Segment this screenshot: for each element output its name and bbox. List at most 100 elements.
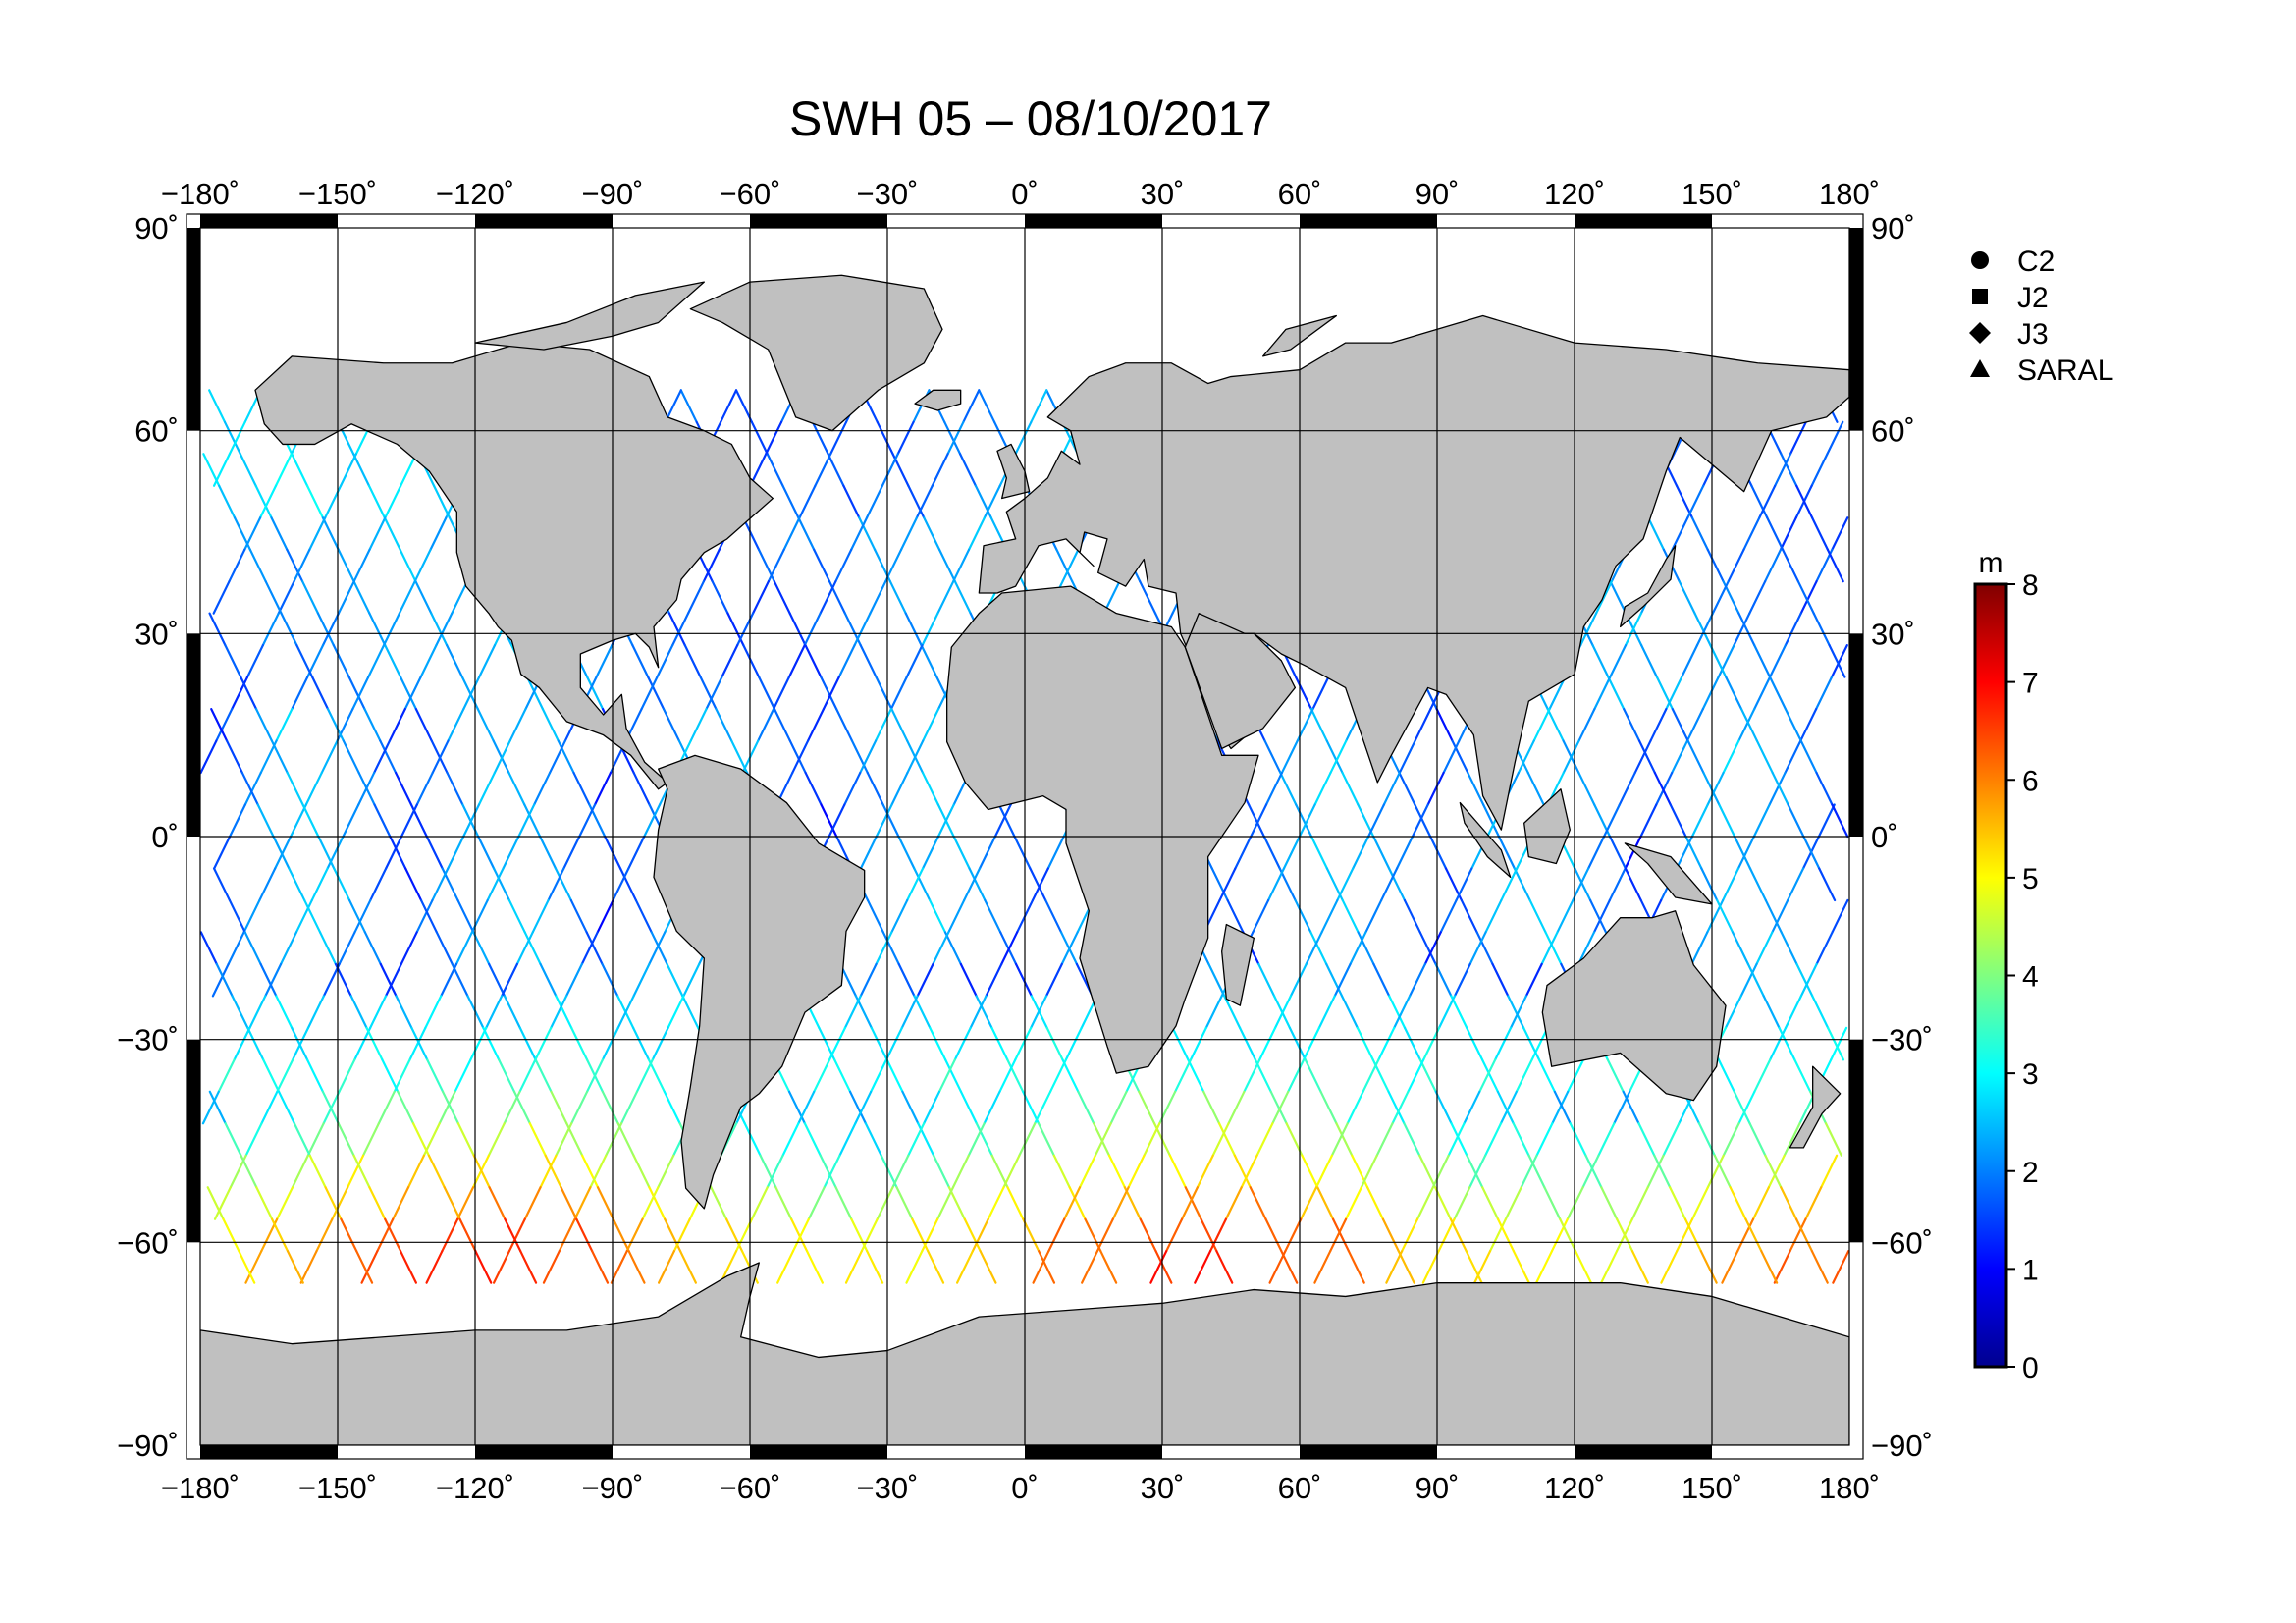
track-segment: [438, 1090, 456, 1125]
track-segment: [1755, 931, 1774, 966]
track-segment: [648, 931, 667, 966]
track-segment: [1418, 1154, 1437, 1189]
track-segment: [1718, 803, 1736, 839]
track-segment: [1722, 867, 1740, 902]
track-segment: [803, 1122, 822, 1157]
track-segment: [1280, 1250, 1299, 1284]
track-segment: [1063, 1186, 1082, 1220]
track-segment: [368, 516, 387, 551]
track-segment: [985, 962, 1003, 998]
track-segment: [896, 420, 915, 456]
track-segment: [885, 1058, 904, 1093]
track-segment: [454, 1058, 472, 1093]
track-segment: [1194, 1250, 1212, 1284]
track-segment: [897, 835, 916, 870]
landmass-north-america: [254, 342, 774, 790]
track-segment: [294, 898, 313, 934]
track-segment: [275, 707, 294, 742]
track-segment: [807, 1186, 826, 1220]
track-segment: [1300, 1186, 1318, 1220]
track-segment: [823, 1154, 841, 1189]
track-segment: [641, 1186, 660, 1220]
track-segment: [231, 995, 249, 1029]
track-segment: [224, 1122, 242, 1157]
track-segment: [388, 707, 406, 742]
track-segment: [963, 1217, 982, 1253]
track-segment: [1784, 739, 1802, 775]
track-segment: [1550, 1217, 1569, 1253]
track-segment: [352, 580, 371, 615]
track-segment: [308, 516, 327, 551]
track-segment: [1513, 867, 1531, 902]
track-segment: [544, 1154, 562, 1189]
track-segment: [1553, 1090, 1572, 1125]
track-segment: [866, 898, 884, 934]
track-segment: [612, 867, 630, 902]
track-segment: [1815, 676, 1834, 711]
track-segment: [1681, 644, 1699, 678]
track-segment: [1706, 771, 1725, 806]
track-segment: [1784, 707, 1802, 742]
track-segment: [1335, 1122, 1354, 1157]
track-segment: [1633, 739, 1652, 775]
track-segment: [625, 1217, 644, 1253]
lon-tick-label: 180˚: [1819, 177, 1880, 211]
track-segment: [1421, 1250, 1440, 1284]
track-segment: [627, 835, 646, 870]
track-segment: [978, 835, 996, 870]
track-segment: [228, 803, 246, 839]
track-segment: [429, 516, 448, 551]
track-segment: [1346, 1090, 1364, 1125]
track-segment: [750, 420, 769, 456]
track-segment: [277, 580, 295, 615]
track-segment: [1768, 644, 1787, 678]
track-segment: [291, 676, 309, 711]
track-segment: [1589, 898, 1608, 934]
track-segment: [369, 995, 388, 1029]
track-segment: [952, 548, 971, 583]
track-segment: [1717, 1058, 1735, 1093]
track-segment: [217, 1058, 236, 1093]
lat-tick-label: 30˚: [1871, 617, 1915, 651]
track-segment: [1030, 995, 1048, 1029]
track-segment: [254, 707, 274, 742]
track-segment: [971, 1217, 989, 1253]
track-segment: [1746, 962, 1765, 998]
track-segment: [321, 1090, 340, 1125]
track-segment: [1630, 1250, 1649, 1284]
track-segment: [929, 898, 947, 934]
track-segment: [478, 644, 497, 678]
track-segment: [936, 1186, 955, 1220]
track-segment: [333, 867, 351, 902]
track-segment: [916, 962, 934, 998]
track-segment: [476, 707, 495, 742]
track-segment: [1184, 1186, 1202, 1220]
track-segment: [834, 548, 853, 583]
track-segment: [1385, 1250, 1404, 1284]
landmass-eurasia: [978, 314, 1849, 831]
track-segment: [1208, 1217, 1228, 1253]
track-segment: [1423, 931, 1442, 966]
track-segment: [384, 484, 402, 519]
track-segment: [647, 676, 666, 711]
track-segment: [859, 835, 878, 870]
lon-tick-label: −180˚: [161, 177, 240, 211]
track-segment: [487, 1122, 506, 1157]
track-segment: [1512, 1250, 1530, 1284]
track-segment: [967, 516, 986, 551]
track-segment: [1827, 1026, 1845, 1061]
track-segment: [1751, 1186, 1770, 1220]
track-segment: [837, 644, 856, 678]
track-segment: [1262, 835, 1281, 870]
track-segment: [838, 1122, 857, 1157]
track-segment: [1815, 771, 1834, 806]
track-segment: [895, 1186, 914, 1220]
track-segment: [425, 1250, 444, 1284]
track-segment: [384, 1217, 402, 1253]
track-segment: [533, 771, 552, 806]
track-segment: [962, 389, 981, 423]
track-segment: [990, 1026, 1009, 1061]
track-segment: [1820, 1154, 1839, 1189]
colorbar-tick-label: 3: [2022, 1058, 2039, 1091]
